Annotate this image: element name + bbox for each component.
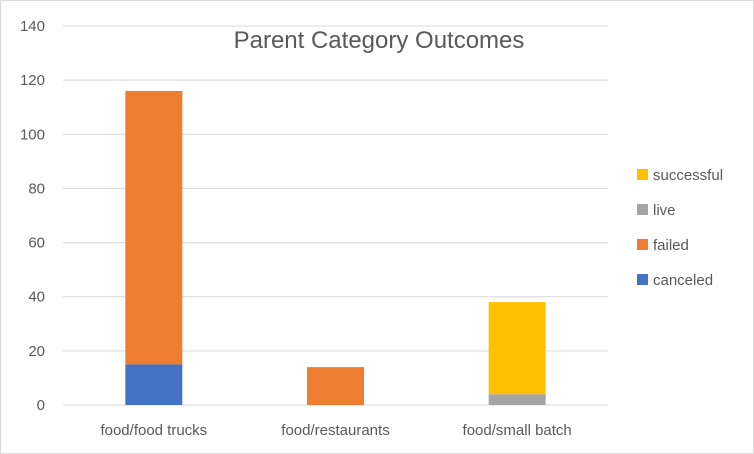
- y-tick-label: 60: [28, 235, 45, 252]
- x-category-label: food/food trucks: [100, 422, 207, 439]
- legend-label-live: live: [653, 202, 676, 219]
- bars: [125, 90, 546, 405]
- bar-failed: [307, 367, 364, 405]
- x-axis-categories: food/food trucks food/restaurants food/sma…: [100, 422, 571, 439]
- legend-swatch-live: [637, 204, 648, 215]
- y-tick-label: 100: [20, 126, 45, 143]
- y-tick-label: 40: [28, 289, 45, 306]
- legend-swatch-failed: [637, 239, 648, 250]
- legend: successful live failed canceled: [637, 167, 723, 289]
- bar-live: [488, 394, 546, 405]
- x-category-label: food/restaurants: [281, 422, 389, 439]
- legend-swatch-canceled: [637, 274, 648, 285]
- bar-successful: [488, 302, 546, 395]
- x-category-label: food/small batch: [463, 422, 572, 439]
- y-axis-ticks: 0 20 40 60 80 100 120 140: [20, 18, 45, 414]
- legend-swatch-successful: [637, 169, 648, 180]
- chart-title: Parent Category Outcomes: [234, 27, 525, 54]
- bar-failed: [125, 90, 183, 365]
- y-tick-label: 140: [20, 18, 45, 35]
- legend-label-failed: failed: [653, 237, 689, 254]
- y-tick-label: 0: [37, 397, 45, 414]
- legend-label-successful: successful: [653, 167, 723, 184]
- legend-label-canceled: canceled: [653, 272, 713, 289]
- y-tick-label: 120: [20, 72, 45, 89]
- y-tick-label: 80: [28, 180, 45, 197]
- y-tick-label: 20: [28, 343, 45, 360]
- bar-canceled: [125, 364, 183, 405]
